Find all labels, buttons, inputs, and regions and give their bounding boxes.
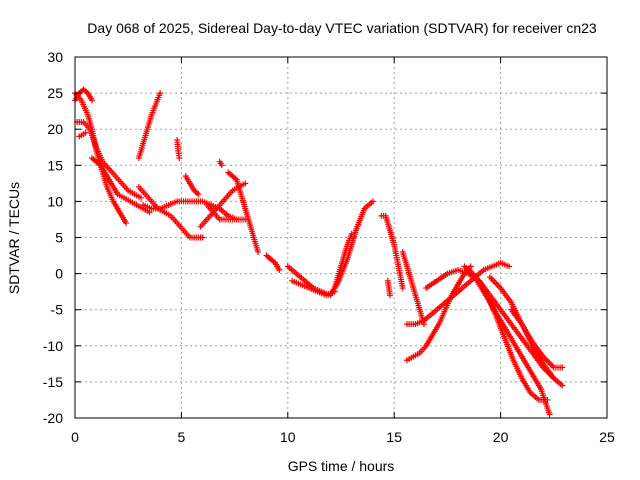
series-track-8 xyxy=(140,198,240,223)
data-point xyxy=(559,364,566,371)
data-point xyxy=(559,382,566,389)
data-point xyxy=(218,162,225,169)
series-track-5 xyxy=(89,155,153,216)
y-tick-label: 0 xyxy=(55,266,63,282)
data-point xyxy=(467,263,474,270)
y-tick-label: 30 xyxy=(47,49,63,65)
x-tick-label: 5 xyxy=(178,429,186,445)
series-track-14 xyxy=(203,202,249,223)
data-point xyxy=(386,292,393,299)
x-tick-label: 20 xyxy=(493,429,509,445)
data-marks xyxy=(72,86,566,418)
series-track-10 xyxy=(182,173,202,198)
y-tick-label: 25 xyxy=(47,85,63,101)
series-track-28 xyxy=(508,306,566,371)
data-point xyxy=(544,396,551,403)
data-point xyxy=(546,411,553,418)
data-point xyxy=(137,194,144,201)
series-track-13 xyxy=(225,169,262,255)
series-track-12 xyxy=(216,158,225,169)
data-point xyxy=(399,285,406,292)
series-track-23 xyxy=(403,259,513,328)
x-tick-label: 15 xyxy=(386,429,402,445)
data-point xyxy=(242,216,249,223)
series-track-18 xyxy=(331,230,355,292)
y-axis-label: SDTVAR / TECUs xyxy=(6,182,22,294)
series-track-15 xyxy=(263,252,283,273)
y-tick-label: 15 xyxy=(47,157,63,173)
data-point xyxy=(276,266,283,273)
series-track-26 xyxy=(476,277,551,403)
data-point xyxy=(89,97,96,104)
data-point xyxy=(242,180,249,187)
data-point xyxy=(195,191,202,198)
x-tick-label: 10 xyxy=(280,429,296,445)
data-point xyxy=(369,198,376,205)
x-axis-label: GPS time / hours xyxy=(288,458,395,474)
data-point xyxy=(255,248,262,255)
y-tick-label: -10 xyxy=(43,338,63,354)
series-track-21 xyxy=(399,248,427,328)
y-tick-label: -20 xyxy=(43,410,63,426)
y-tick-label: -5 xyxy=(51,302,64,318)
data-point xyxy=(82,129,89,136)
series-track-4 xyxy=(76,129,89,140)
series-track-17 xyxy=(289,277,338,299)
data-point xyxy=(199,234,206,241)
series-track-3 xyxy=(74,118,144,201)
axis-ticks: 0 5 10 15 20 25 -20 -15 -10 -5 0 5 10 15 20 25 30 xyxy=(43,49,615,445)
series-track-6 xyxy=(135,90,164,162)
x-tick-label: 0 xyxy=(71,429,79,445)
series-track-20 xyxy=(384,277,393,299)
series-track-19 xyxy=(378,212,406,292)
y-tick-label: 20 xyxy=(47,121,63,137)
chart-title: Day 068 of 2025, Sidereal Day-to-day VTE… xyxy=(87,20,597,36)
data-point xyxy=(348,230,355,237)
y-tick-label: -15 xyxy=(43,374,63,390)
data-point xyxy=(123,220,130,227)
y-tick-label: 5 xyxy=(55,230,63,246)
y-tick-label: 10 xyxy=(47,193,63,209)
data-point xyxy=(176,155,183,162)
data-point xyxy=(157,90,164,97)
x-tick-label: 25 xyxy=(599,429,615,445)
data-point xyxy=(506,263,513,270)
series-track-9 xyxy=(174,137,183,162)
